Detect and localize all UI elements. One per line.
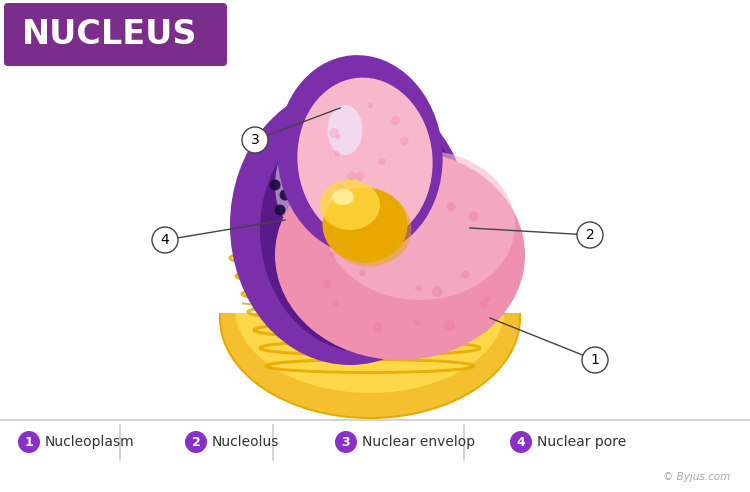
Ellipse shape	[220, 218, 520, 418]
Circle shape	[334, 188, 340, 195]
Circle shape	[317, 221, 326, 229]
Circle shape	[304, 235, 316, 246]
Circle shape	[368, 103, 373, 108]
Text: Nucleoplasm: Nucleoplasm	[45, 435, 135, 449]
Ellipse shape	[230, 85, 470, 365]
Circle shape	[469, 212, 478, 221]
Ellipse shape	[322, 187, 407, 263]
Circle shape	[341, 178, 350, 186]
Text: 3: 3	[251, 133, 260, 147]
Circle shape	[185, 431, 207, 453]
Circle shape	[295, 170, 305, 181]
Text: 4: 4	[160, 233, 170, 247]
Circle shape	[414, 196, 422, 203]
Circle shape	[18, 431, 40, 453]
Circle shape	[334, 151, 340, 157]
Ellipse shape	[332, 189, 354, 205]
Text: 4: 4	[517, 435, 525, 449]
Circle shape	[356, 172, 364, 181]
Circle shape	[242, 127, 268, 153]
Circle shape	[347, 171, 356, 180]
Circle shape	[329, 128, 339, 138]
Ellipse shape	[260, 107, 470, 352]
Circle shape	[361, 255, 369, 263]
Circle shape	[280, 247, 290, 258]
Circle shape	[362, 253, 370, 263]
Text: NUCLEUS: NUCLEUS	[22, 19, 197, 52]
Circle shape	[414, 319, 421, 326]
Circle shape	[269, 180, 280, 190]
Circle shape	[359, 270, 366, 277]
Text: 3: 3	[342, 435, 350, 449]
Circle shape	[320, 229, 327, 236]
Circle shape	[444, 320, 455, 331]
Circle shape	[358, 229, 367, 238]
Circle shape	[379, 158, 386, 165]
Ellipse shape	[325, 150, 515, 300]
Text: 1: 1	[590, 353, 599, 367]
Ellipse shape	[320, 180, 380, 230]
Circle shape	[447, 202, 456, 212]
Circle shape	[480, 301, 488, 308]
Ellipse shape	[235, 223, 505, 393]
Circle shape	[314, 210, 326, 220]
Circle shape	[372, 322, 382, 332]
Circle shape	[152, 227, 178, 253]
Circle shape	[332, 300, 338, 307]
Ellipse shape	[297, 78, 433, 243]
Circle shape	[299, 143, 310, 154]
FancyBboxPatch shape	[4, 3, 227, 66]
Ellipse shape	[278, 55, 442, 255]
Circle shape	[290, 224, 301, 236]
Circle shape	[280, 189, 290, 201]
Bar	[210, 13, 530, 313]
Circle shape	[582, 347, 608, 373]
Circle shape	[510, 431, 532, 453]
Ellipse shape	[326, 191, 412, 267]
Circle shape	[416, 285, 422, 291]
Circle shape	[389, 204, 394, 210]
Ellipse shape	[328, 105, 362, 155]
Circle shape	[334, 180, 346, 191]
Text: Nuclear envelop: Nuclear envelop	[362, 435, 476, 449]
Circle shape	[328, 251, 335, 257]
Text: Nucleolus: Nucleolus	[212, 435, 279, 449]
Circle shape	[461, 271, 470, 279]
Text: © Byjus.com: © Byjus.com	[663, 472, 730, 482]
Circle shape	[391, 116, 400, 125]
Circle shape	[274, 205, 286, 215]
Text: 2: 2	[192, 435, 200, 449]
Circle shape	[323, 280, 332, 289]
Circle shape	[336, 184, 345, 194]
Circle shape	[400, 137, 409, 145]
Circle shape	[412, 178, 422, 187]
Circle shape	[304, 189, 316, 201]
Circle shape	[432, 286, 442, 297]
Ellipse shape	[275, 145, 315, 225]
Text: Nuclear pore: Nuclear pore	[537, 435, 626, 449]
Circle shape	[484, 295, 491, 302]
Circle shape	[378, 191, 383, 196]
Circle shape	[370, 215, 379, 224]
Text: 2: 2	[586, 228, 594, 242]
Circle shape	[295, 265, 305, 276]
Circle shape	[335, 431, 357, 453]
Circle shape	[374, 213, 386, 224]
Circle shape	[336, 135, 340, 140]
Circle shape	[376, 214, 382, 218]
Circle shape	[577, 222, 603, 248]
Text: 1: 1	[25, 435, 33, 449]
Ellipse shape	[275, 150, 525, 360]
Circle shape	[345, 201, 352, 208]
Circle shape	[284, 159, 296, 171]
Circle shape	[320, 254, 331, 266]
